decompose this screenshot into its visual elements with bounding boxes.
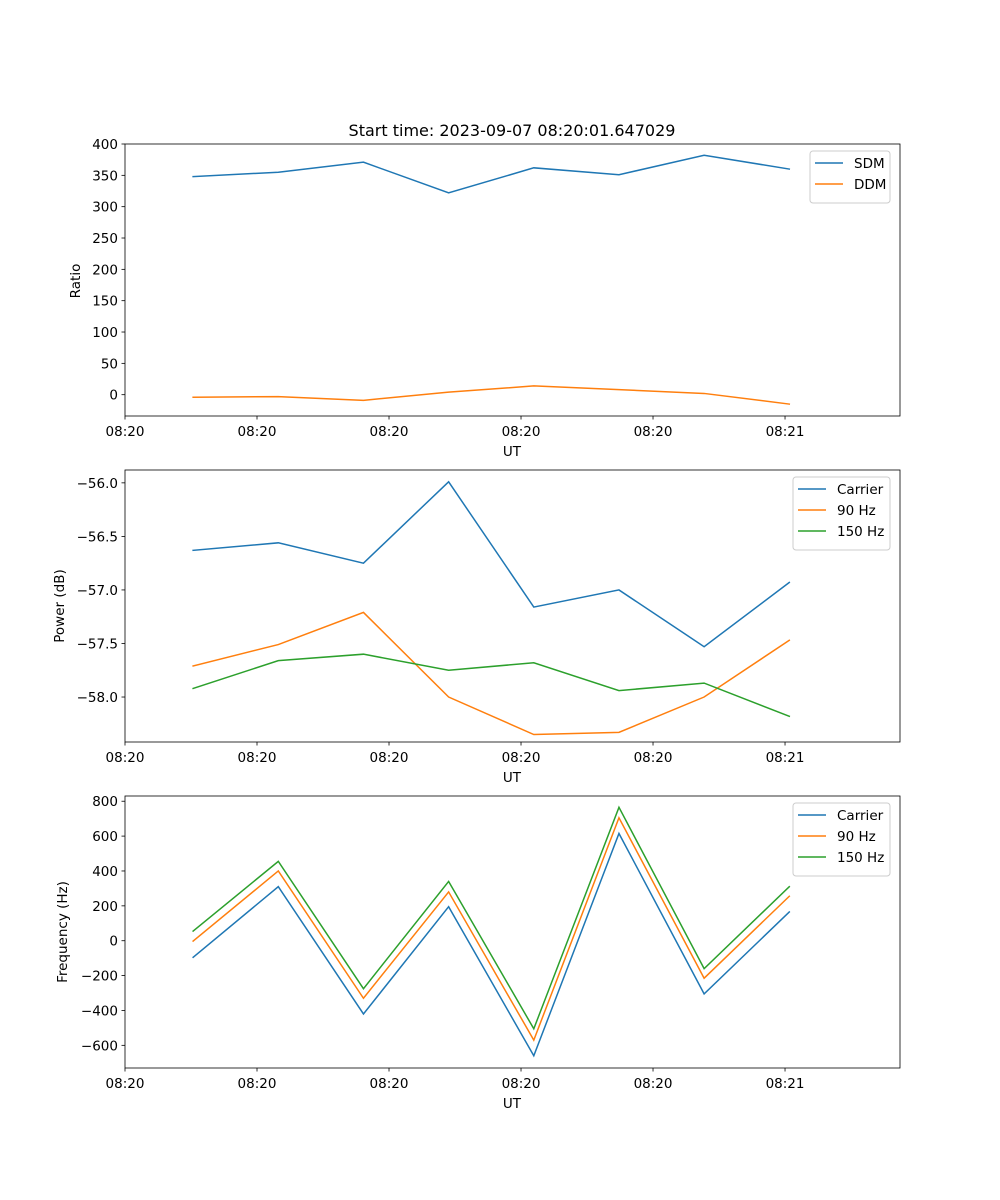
x-tick-label: 08:20 xyxy=(502,1076,541,1092)
x-tick-label: 08:20 xyxy=(634,1076,673,1092)
y-axis-label: Power (dB) xyxy=(52,569,68,642)
y-tick-label: −57.0 xyxy=(77,583,118,599)
y-tick-label: 600 xyxy=(92,829,118,845)
series-line-90-hz xyxy=(192,815,791,1042)
x-tick-label: 08:20 xyxy=(634,750,673,766)
y-tick-label: −58.0 xyxy=(77,690,118,706)
legend: Carrier 90 Hz 150 Hz xyxy=(792,476,891,551)
y-tick-label: 400 xyxy=(92,864,118,880)
y-tick-label: 300 xyxy=(92,200,118,216)
series-line-150-hz xyxy=(192,805,791,1031)
legend-label: SDM xyxy=(854,156,885,172)
series-line-ddm xyxy=(192,385,791,405)
x-tick-label: 08:20 xyxy=(238,424,277,440)
legend: SDM DDM xyxy=(809,150,891,204)
y-axis-label: Ratio xyxy=(68,264,84,299)
y-tick-label: 0 xyxy=(109,934,118,950)
y-tick-label: 800 xyxy=(92,794,118,810)
legend-label: 150 Hz xyxy=(837,850,884,866)
series-line-sdm xyxy=(192,154,791,194)
legend-label: Carrier xyxy=(837,482,884,498)
y-tick-label: −200 xyxy=(81,969,118,985)
y-tick-label: 50 xyxy=(101,356,118,372)
y-tick-label: −400 xyxy=(81,1003,118,1019)
x-tick-label: 08:21 xyxy=(766,750,805,766)
x-tick-label: 08:20 xyxy=(370,424,409,440)
series-line-carrier xyxy=(192,480,791,648)
x-tick-label: 08:20 xyxy=(106,1076,145,1092)
y-tick-label: −600 xyxy=(81,1038,118,1054)
legend-label: Carrier xyxy=(837,808,884,824)
y-tick-label: −56.5 xyxy=(77,529,118,545)
x-tick-label: 08:20 xyxy=(238,750,277,766)
legend-label: 90 Hz xyxy=(837,503,876,519)
series-line-carrier xyxy=(192,831,791,1058)
axes-frame xyxy=(124,795,901,1069)
x-tick-label: 08:20 xyxy=(370,1076,409,1092)
legend: Carrier 90 Hz 150 Hz xyxy=(792,802,891,877)
y-tick-label: 200 xyxy=(92,262,118,278)
y-tick-label: 400 xyxy=(92,137,118,153)
y-tick-label: −57.5 xyxy=(77,636,118,652)
x-axis-label: UT xyxy=(503,444,522,460)
y-tick-label: 200 xyxy=(92,899,118,915)
legend-box xyxy=(809,150,891,204)
x-tick-label: 08:20 xyxy=(502,424,541,440)
y-axis-label: Frequency (Hz) xyxy=(55,881,71,983)
x-tick-label: 08:20 xyxy=(370,750,409,766)
x-tick-label: 08:20 xyxy=(502,750,541,766)
x-axis-label: UT xyxy=(503,1096,522,1112)
power-panel: UT Power (dB) −58.0 −57.5 −57.0 −56.5 −56.0 0… xyxy=(52,469,901,786)
x-tick-label: 08:21 xyxy=(766,1076,805,1092)
axes-frame xyxy=(124,469,901,743)
x-tick-label: 08:20 xyxy=(634,424,673,440)
x-tick-label: 08:20 xyxy=(238,1076,277,1092)
axes-frame xyxy=(124,143,901,417)
x-axis-label: UT xyxy=(503,770,522,786)
y-tick-label: −56.0 xyxy=(77,476,118,492)
chart-title: Start time: 2023-09-07 08:20:01.647029 xyxy=(349,121,676,140)
x-tick-label: 08:20 xyxy=(106,424,145,440)
series-line-150-hz xyxy=(192,653,791,718)
y-tick-label: 0 xyxy=(109,388,118,404)
legend-label: DDM xyxy=(854,177,886,193)
x-tick-label: 08:21 xyxy=(766,424,805,440)
y-tick-label: 100 xyxy=(92,325,118,341)
ratio-panel: Start time: 2023-09-07 08:20:01.647029 U… xyxy=(68,121,901,460)
legend-label: 90 Hz xyxy=(837,829,876,845)
y-tick-label: 350 xyxy=(92,168,118,184)
frequency-panel: UT Frequency (Hz) −600 −400 −200 0 200 400 600… xyxy=(55,794,901,1112)
legend-label: 150 Hz xyxy=(837,524,884,540)
series-line-90-hz xyxy=(192,611,791,736)
y-tick-label: 150 xyxy=(92,294,118,310)
x-tick-label: 08:20 xyxy=(106,750,145,766)
y-tick-label: 250 xyxy=(92,231,118,247)
